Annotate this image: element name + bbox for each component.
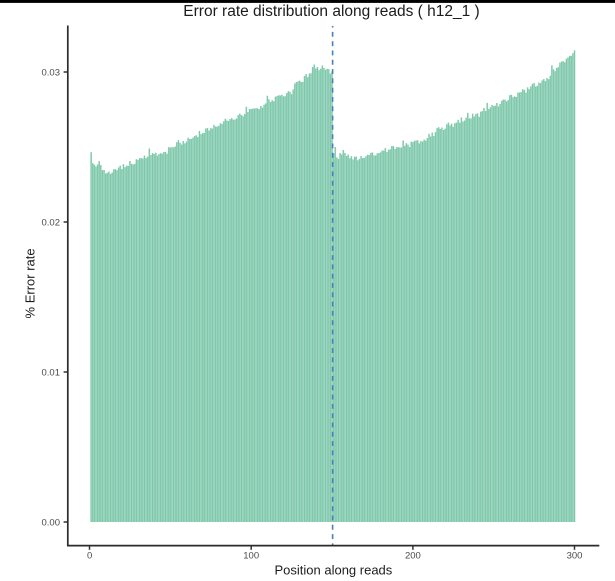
svg-text:% Error rate: % Error rate — [23, 248, 38, 318]
svg-text:300: 300 — [567, 550, 583, 561]
svg-text:Error rate distribution along: Error rate distribution along reads ( h1… — [183, 3, 479, 20]
svg-text:0.00: 0.00 — [42, 517, 61, 528]
svg-text:0.02: 0.02 — [42, 217, 61, 228]
svg-text:0.01: 0.01 — [42, 367, 61, 378]
svg-text:Position along reads: Position along reads — [274, 562, 392, 577]
svg-text:0: 0 — [87, 550, 92, 561]
svg-text:0.03: 0.03 — [42, 67, 61, 78]
svg-text:200: 200 — [405, 550, 421, 561]
svg-text:100: 100 — [243, 550, 259, 561]
